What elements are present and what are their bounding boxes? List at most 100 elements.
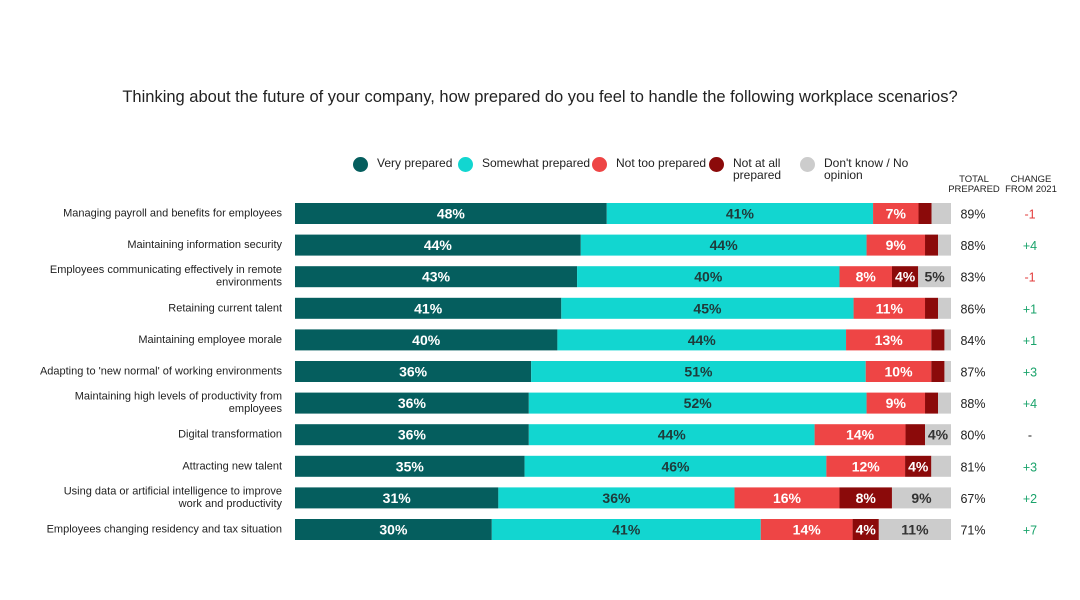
bar-value-label: 11% — [901, 522, 929, 538]
bar-segment — [931, 329, 945, 351]
bar-value-label: 44% — [658, 427, 687, 443]
total-prepared-value: 71% — [960, 524, 985, 538]
bar-segment — [606, 203, 874, 224]
row-label: Employees changing residency and tax sit… — [47, 524, 282, 536]
legend-label: Very prepared — [377, 156, 453, 170]
bar-value-label: 46% — [661, 458, 690, 474]
row-label: Digital transformation — [178, 429, 282, 441]
bar-value-label: 8% — [856, 490, 877, 506]
legend-swatch-somewhat-prepared — [458, 157, 473, 172]
legend-item-not-too-prepared[interactable]: Not too prepared — [592, 157, 706, 172]
legend-label: Not too prepared — [616, 156, 707, 170]
bar-segment — [498, 487, 735, 509]
bar-segment — [878, 519, 951, 540]
bar-value-label: 36% — [399, 364, 428, 380]
row-label: employees — [229, 403, 283, 415]
row-label: Using data or artificial intelligence to… — [64, 485, 282, 497]
bar-value-label: 41% — [612, 522, 641, 538]
bar-segment — [295, 519, 492, 540]
bar-segment — [826, 455, 906, 477]
total-prepared-value: 80% — [960, 429, 985, 443]
bar-value-label: 9% — [911, 490, 932, 506]
bar-value-label: 16% — [773, 490, 802, 506]
bar-value-label: 13% — [875, 332, 904, 348]
bar-segment — [931, 455, 951, 477]
bar-segment — [295, 329, 558, 351]
legend-label: Not at all prepared — [733, 156, 782, 182]
bar-value-label: 4% — [928, 427, 949, 443]
bar-value-label: 40% — [694, 269, 723, 285]
bar-segment — [577, 266, 840, 288]
row-label: work and productivity — [178, 498, 283, 510]
bar-value-label: 35% — [396, 458, 425, 474]
chart-title: Thinking about the future of your compan… — [122, 88, 958, 106]
total-prepared-value: 88% — [960, 239, 985, 253]
bar-segment — [295, 203, 607, 224]
row-label: Employees communicating effectively in r… — [50, 264, 282, 276]
bar-segment — [905, 424, 926, 446]
change-value: -1 — [1024, 208, 1035, 222]
bar-segment — [295, 424, 529, 446]
bar-segment — [925, 424, 951, 446]
bar-segment — [814, 424, 906, 446]
row-label: Managing payroll and benefits for employ… — [63, 208, 282, 220]
change-value: +4 — [1023, 397, 1037, 411]
legend-item-somewhat-prepared[interactable]: Somewhat prepared — [458, 157, 590, 172]
bar-segment — [918, 266, 951, 288]
bar-segment — [839, 266, 892, 288]
bar-segment — [938, 297, 951, 319]
bar-segment — [295, 392, 529, 414]
legend-item-dont-know[interactable]: Don't know / No opinion — [800, 157, 914, 181]
bar-value-label: 31% — [383, 490, 412, 506]
bar-segment — [865, 361, 932, 382]
bar-segment — [944, 329, 951, 351]
total-prepared-value: 67% — [960, 492, 985, 506]
bar-segment — [873, 203, 919, 224]
bar-segment — [528, 392, 867, 414]
bar-value-label: 10% — [885, 364, 914, 380]
bar-segment — [931, 203, 951, 224]
bar-value-label: 14% — [793, 522, 822, 538]
change-value: +2 — [1023, 492, 1037, 506]
bar-value-label: 44% — [688, 332, 717, 348]
bar-segment — [918, 203, 932, 224]
row-label: Maintaining employee morale — [138, 334, 282, 346]
change-value: - — [1028, 429, 1032, 443]
bar-segment — [734, 487, 840, 509]
bar-value-label: 7% — [886, 206, 907, 222]
bar-value-label: 41% — [414, 300, 443, 316]
bar-segment — [295, 455, 525, 477]
bar-value-label: 4% — [895, 269, 916, 285]
total-prepared-value: 89% — [960, 208, 985, 222]
total-prepared-value: 84% — [960, 334, 985, 348]
legend-label: Don't know / No opinion — [824, 156, 909, 182]
bar-segment — [852, 519, 879, 540]
legend-item-not-at-all-prepared[interactable]: Not at all prepared — [709, 157, 791, 181]
change-value: +3 — [1023, 460, 1037, 474]
bar-segment — [866, 392, 926, 414]
legend-swatch-not-too-prepared — [592, 157, 607, 172]
bar-segment — [524, 455, 827, 477]
total-prepared-value: 83% — [960, 271, 985, 285]
bar-segment — [925, 392, 939, 414]
change-value: -1 — [1024, 271, 1035, 285]
bar-segment — [938, 392, 951, 414]
bar-segment — [295, 266, 578, 288]
bar-segment — [561, 297, 854, 319]
bar-value-label: 9% — [886, 237, 907, 253]
bar-value-label: 11% — [876, 300, 904, 316]
legend-swatch-not-at-all-prepared — [709, 157, 724, 172]
bar-value-label: 8% — [856, 269, 877, 285]
bar-segment — [491, 519, 761, 540]
bar-segment — [866, 234, 926, 256]
bar-segment — [839, 487, 892, 509]
legend-swatch-very-prepared — [353, 157, 368, 172]
legend-item-very-prepared[interactable]: Very prepared — [353, 157, 452, 172]
bar-value-label: 51% — [684, 364, 713, 380]
bar-value-label: 5% — [924, 269, 945, 285]
bar-value-label: 30% — [379, 522, 408, 538]
bar-segment — [931, 361, 945, 382]
change-value: +7 — [1023, 524, 1037, 538]
bar-segment — [295, 234, 581, 256]
